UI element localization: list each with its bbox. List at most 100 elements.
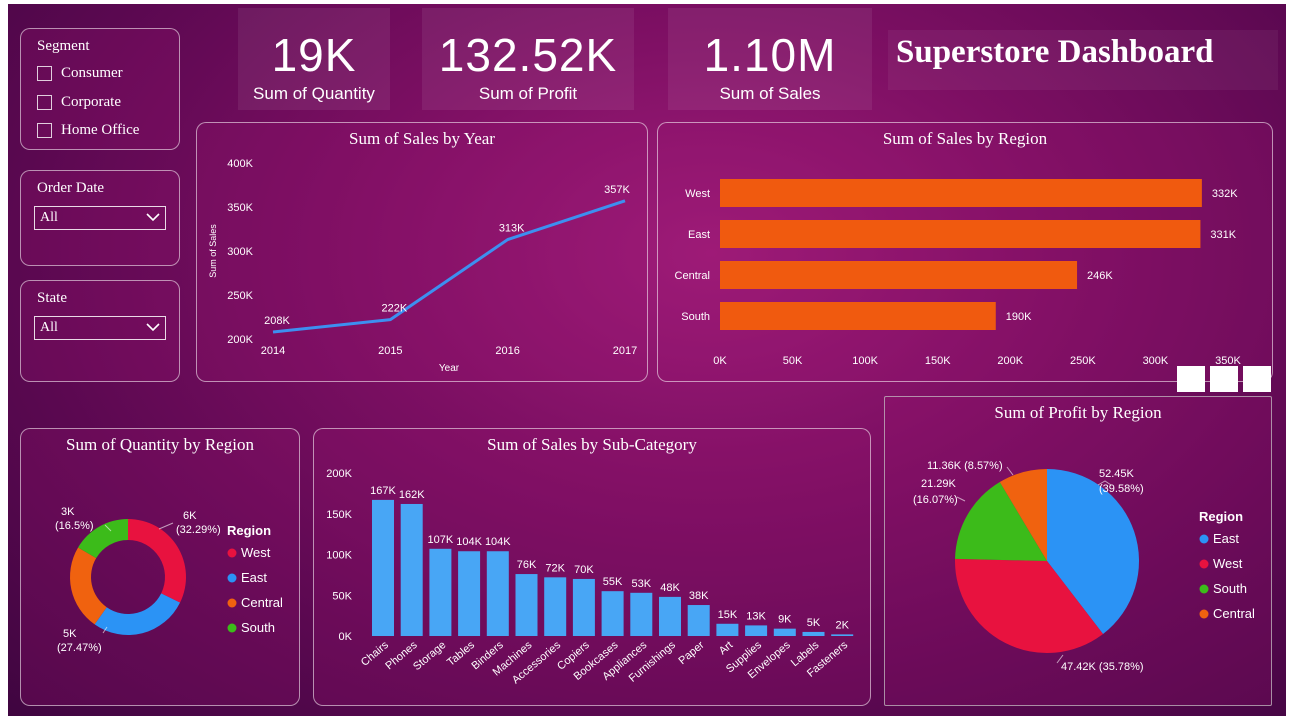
checkbox[interactable] — [37, 123, 52, 138]
y-tick-label: 200K — [227, 334, 253, 346]
data-label: 5K — [63, 628, 77, 640]
kpi-value: 19K — [271, 29, 357, 81]
data-label: 47.42K (35.78%) — [1061, 661, 1144, 673]
segment-option-corporate[interactable]: Corporate — [37, 94, 121, 111]
data-label: 6K — [183, 510, 197, 522]
kpi-label: Sum of Quantity — [253, 84, 375, 103]
chevron-down-icon — [146, 213, 160, 222]
pie-slice — [1047, 469, 1139, 634]
checkbox[interactable] — [37, 66, 52, 81]
data-label: (32.29%) — [176, 524, 221, 536]
checkbox[interactable] — [37, 95, 52, 110]
donut-slice — [78, 519, 128, 559]
chart-title: Sum of Sales by Year — [349, 129, 495, 148]
x-tick-label: 200K — [997, 355, 1023, 367]
region-bar — [720, 261, 1078, 289]
leader-line — [158, 522, 174, 530]
leader-line — [956, 496, 966, 502]
segment-slicer: Segment Consumer Corporate Home Office — [20, 28, 180, 150]
data-label: 13K — [746, 610, 766, 622]
subcategory-bar — [716, 623, 739, 636]
kpi-label: Sum of Sales — [719, 84, 821, 103]
subcategory-bar — [372, 499, 394, 636]
segment-option-consumer[interactable]: Consumer — [37, 65, 123, 82]
visual-header-button[interactable] — [1210, 366, 1238, 392]
kpi-value: 132.52K — [438, 29, 618, 81]
data-label: 246K — [1087, 270, 1113, 282]
legend-label: Central — [1213, 606, 1255, 621]
kpi-card-profit: 132.52K Sum of Profit — [422, 8, 634, 110]
visual-header-button[interactable] — [1243, 366, 1271, 392]
subcategory-bar — [687, 605, 710, 636]
data-label: 104K — [456, 536, 482, 548]
pie-slice — [955, 482, 1047, 561]
subcategory-bar — [773, 628, 796, 636]
column-chart-svg: 0K50K100K150K200K167KChairs162KPhones107… — [326, 468, 854, 686]
data-label: 72K — [545, 562, 565, 574]
dropdown-value: All — [40, 320, 58, 335]
category-label: Art — [717, 639, 735, 657]
subcategory-bar — [659, 596, 681, 636]
data-label: 5K — [807, 617, 821, 629]
chart-title: Sum of Sales by Sub-Category — [487, 435, 697, 454]
data-label: 52.45K — [1099, 468, 1135, 480]
y-tick-label: 50K — [332, 590, 352, 602]
donut-chart-svg: 6K (32.29%) 5K (27.47%) 3K (16.5%) Region West E… — [55, 506, 283, 654]
chart-title: Sum of Quantity by Region — [66, 435, 254, 454]
slicer-title: Order Date — [37, 180, 105, 196]
state-slicer: State All — [20, 280, 180, 382]
data-label: 104K — [485, 536, 511, 548]
order-date-dropdown[interactable]: All — [34, 206, 166, 230]
hbar-chart-svg: West 332K East 331K Central 246K South 190K 0K 50… — [675, 179, 1242, 367]
data-label: 55K — [603, 576, 623, 588]
subcategory-bar — [544, 577, 567, 636]
legend-marker — [227, 623, 237, 633]
data-label: (27.47%) — [57, 642, 102, 654]
x-tick-label: 0K — [713, 355, 727, 367]
data-label: (39.58%) — [1099, 483, 1144, 495]
sales-by-subcategory-chart: Sum of Sales by Sub-Category 0K 50K 100K 15… — [313, 428, 871, 706]
y-tick-label: 350K — [227, 202, 253, 214]
chart-title: Sum of Sales by Region — [882, 129, 1048, 148]
legend-marker — [227, 573, 237, 583]
segment-option-home-office[interactable]: Home Office — [37, 122, 139, 139]
state-dropdown[interactable]: All — [34, 316, 166, 340]
legend-marker — [227, 598, 237, 608]
y-tick-label: 400K — [227, 158, 253, 170]
visual-header-button[interactable] — [1177, 366, 1205, 392]
kpi-card-quantity: 19K Sum of Quantity — [238, 8, 390, 110]
data-label: 3K — [61, 506, 75, 518]
donut-slice — [70, 547, 107, 625]
category-label: Paper — [676, 639, 706, 667]
donut-slice — [128, 519, 186, 603]
kpi-card-sales: 1.10M Sum of Sales — [668, 8, 872, 110]
slicer-title: State — [37, 290, 67, 306]
subcategory-bar — [601, 591, 624, 636]
data-label: 15K — [718, 609, 738, 621]
subcategory-bar — [745, 625, 768, 636]
subcategory-bar — [572, 578, 595, 636]
data-label: 162K — [399, 489, 425, 501]
data-label: 332K — [1212, 188, 1238, 200]
data-label: 70K — [574, 564, 594, 576]
data-label: 190K — [1006, 311, 1032, 323]
chart-title: Sum of Profit by Region — [994, 403, 1162, 422]
subcategory-bar — [831, 634, 854, 636]
legend-marker — [1199, 534, 1209, 544]
subcategory-bar — [400, 503, 423, 636]
data-label: 313K — [499, 223, 525, 235]
profit-by-region-chart: Sum of Profit by Region 52.45K (39.58%) 47… — [884, 396, 1272, 706]
category-label: Storage — [411, 639, 448, 673]
y-tick-label: 250K — [227, 290, 253, 302]
leader-line — [1006, 466, 1014, 476]
leader-line — [104, 524, 112, 532]
subcategory-bar — [515, 574, 538, 636]
option-label: Corporate — [61, 94, 121, 110]
leader-line — [1056, 654, 1064, 664]
legend-marker — [1199, 584, 1209, 594]
x-tick-label: 2014 — [261, 345, 285, 357]
data-label: 208K — [264, 315, 290, 327]
dashboard-title: Superstore Dashboard — [888, 30, 1278, 90]
sales-by-region-chart: Sum of Sales by Region West 332K East 331K C… — [657, 122, 1273, 382]
category-label: South — [681, 311, 710, 323]
